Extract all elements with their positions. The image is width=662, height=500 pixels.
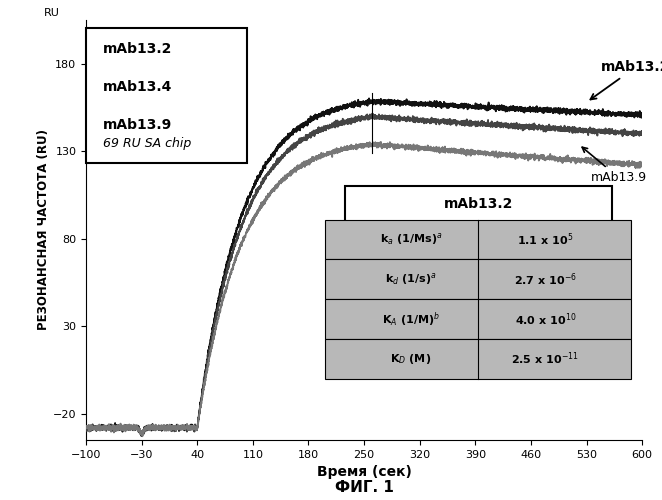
Text: mAb13.2: mAb13.2 [103,42,172,56]
Text: k$_a$ (1/Ms)$^a$: k$_a$ (1/Ms)$^a$ [379,232,442,248]
Bar [325,220,631,260]
Text: 69 RU SA chip: 69 RU SA chip [103,137,191,150]
Text: mAb13.9: mAb13.9 [582,147,647,184]
Text: K$_D$ (M): K$_D$ (M) [390,352,432,366]
Bar [325,260,631,300]
Text: 4.0 x 10$^{10}$: 4.0 x 10$^{10}$ [514,311,576,328]
Text: ФИГ. 1: ФИГ. 1 [335,480,393,495]
FancyBboxPatch shape [345,186,612,222]
Text: 2.5 x 10$^{-11}$: 2.5 x 10$^{-11}$ [512,351,579,368]
Text: 2.7 x 10$^{-6}$: 2.7 x 10$^{-6}$ [514,271,577,287]
X-axis label: Время (сек): Время (сек) [316,466,412,479]
Text: RU: RU [44,8,60,18]
Bar [325,339,631,379]
Text: mAb13.2: mAb13.2 [444,196,513,211]
Text: 1.1 x 10$^5$: 1.1 x 10$^5$ [517,231,573,248]
Text: mAb13.4: mAb13.4 [103,80,172,94]
Text: mAb13.9: mAb13.9 [103,118,172,132]
Text: k$_d$ (1/s)$^a$: k$_d$ (1/s)$^a$ [385,272,436,287]
Y-axis label: РЕЗОНАНСНАЯ ЧАСТОТА (RU): РЕЗОНАНСНАЯ ЧАСТОТА (RU) [37,130,50,330]
Text: mAb13.2: mAb13.2 [591,60,662,100]
FancyBboxPatch shape [86,28,248,163]
Text: K$_A$ (1/M)$^b$: K$_A$ (1/M)$^b$ [382,310,440,328]
Bar [325,300,631,339]
